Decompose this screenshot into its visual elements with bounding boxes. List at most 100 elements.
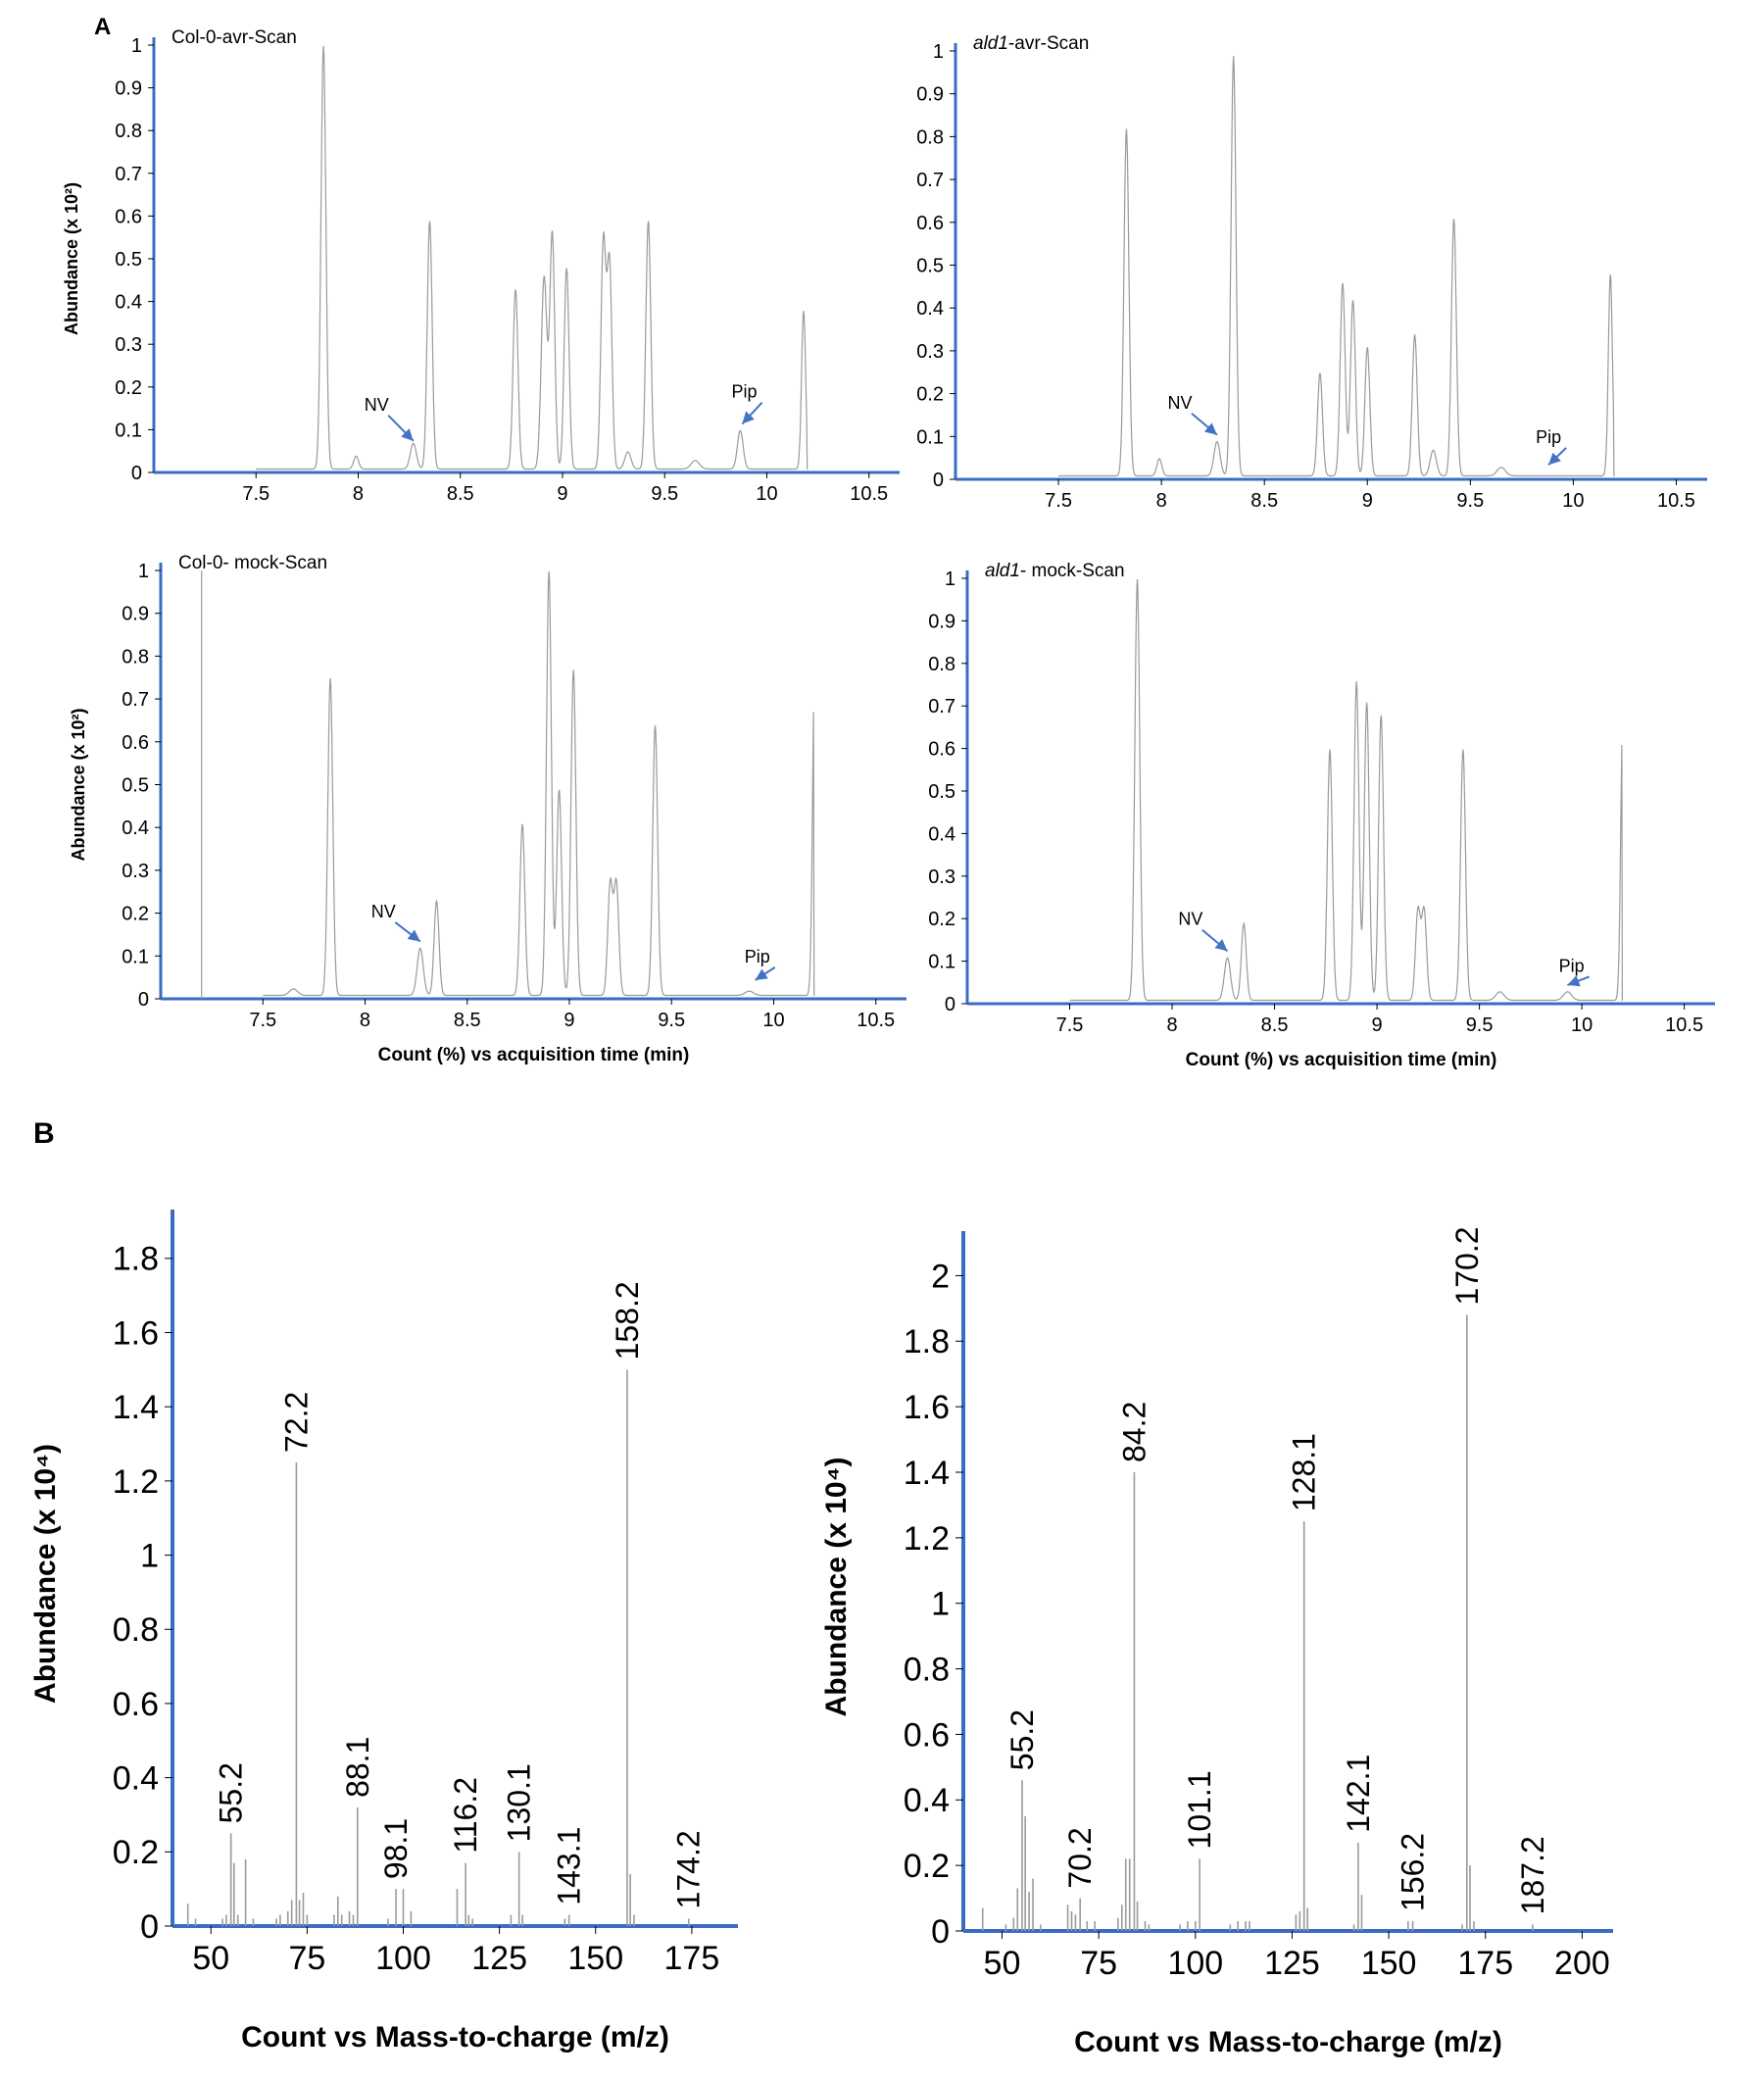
peak-point	[1233, 56, 1234, 57]
y-tick-label: 1.8	[904, 1323, 950, 1361]
y-tick-label: 0.5	[115, 249, 142, 271]
annotation-arrow	[1548, 448, 1566, 465]
x-tick-label: 150	[567, 1940, 623, 1977]
peak-point	[515, 289, 516, 290]
x-tick-label: 9.5	[1456, 490, 1484, 512]
y-tick-label: 0.9	[928, 611, 956, 632]
y-tick-label: 0	[131, 463, 142, 484]
peak-point	[566, 268, 567, 269]
y-tick-label: 2	[931, 1258, 950, 1295]
peak-label: 187.2	[1515, 1836, 1550, 1914]
y-tick-label: 0.5	[122, 775, 149, 797]
peak-point	[1227, 958, 1228, 959]
peak-point	[1366, 702, 1367, 703]
peak-point	[429, 221, 430, 222]
peak-label: 143.1	[552, 1827, 587, 1905]
y-tick-label: 0.1	[115, 420, 142, 441]
peak-point	[552, 233, 553, 234]
y-tick-label: 0.8	[904, 1651, 950, 1688]
peak-point	[1499, 991, 1500, 992]
peak-point	[627, 452, 628, 453]
y-tick-label: 0	[945, 994, 956, 1015]
peak-point	[1352, 300, 1353, 301]
y-tick-label: 1	[131, 35, 142, 57]
peak-label: 130.1	[502, 1763, 537, 1842]
peak-point	[544, 276, 545, 277]
y-tick-label: 1.4	[113, 1389, 159, 1426]
x-tick-label: 7.5	[242, 483, 270, 505]
x-tick-label: 9.5	[658, 1010, 685, 1031]
peak-point	[1216, 441, 1217, 442]
y-tick-label: 0.6	[916, 213, 944, 234]
annotation-arrow	[1202, 930, 1228, 952]
y-tick-label: 0.7	[928, 696, 956, 717]
chart-title: Col-0- mock-Scan	[178, 553, 327, 573]
peak-point	[603, 242, 604, 243]
peak-point	[293, 988, 294, 989]
x-tick-label: 9.5	[1466, 1014, 1494, 1036]
x-tick-label: 200	[1554, 1945, 1610, 1982]
y-tick-label: 0.4	[904, 1782, 950, 1819]
y-tick-label: 0	[140, 1908, 159, 1946]
annotation-arrow	[1567, 976, 1589, 985]
y-tick-label: 0.4	[115, 292, 142, 314]
x-tick-label: 8	[1156, 490, 1167, 512]
y-tick-label: 0	[931, 1913, 950, 1951]
x-tick-label: 9	[1362, 490, 1373, 512]
y-tick-label: 0.1	[916, 426, 944, 448]
peak-annotation-pip: Pip	[1536, 427, 1561, 447]
x-axis-label: Count vs Mass-to-charge (m/z)	[241, 2021, 669, 2053]
y-tick-label: 0.4	[928, 823, 956, 845]
x-tick-label: 10	[762, 1010, 784, 1031]
peak-point	[1381, 715, 1382, 716]
y-axis-label: Abundance (x 10⁴)	[820, 1458, 853, 1717]
peak-label: 98.1	[378, 1818, 414, 1879]
x-tick-label: 8	[360, 1010, 370, 1031]
y-tick-label: 0.8	[928, 654, 956, 675]
x-tick-label: 10	[1562, 490, 1584, 512]
annotation-arrow	[388, 416, 414, 441]
y-tick-label: 0.9	[916, 84, 944, 106]
y-tick-label: 0.7	[115, 164, 142, 185]
peak-annotation-nv: NV	[365, 395, 389, 415]
peak-point	[749, 991, 750, 992]
peak-point	[413, 443, 414, 444]
peak-annotation-pip: Pip	[732, 382, 758, 402]
chromatogram-trace	[1070, 579, 1623, 1001]
y-tick-label: 0.8	[115, 121, 142, 142]
annotation-arrow	[395, 922, 420, 942]
x-tick-label: 75	[288, 1940, 325, 1977]
chart-title: ald1-avr-Scan	[973, 33, 1089, 54]
x-tick-label: 150	[1361, 1945, 1417, 1982]
x-tick-label: 10.5	[857, 1010, 895, 1031]
x-tick-label: 8.5	[454, 1010, 481, 1031]
y-tick-label: 0.6	[115, 206, 142, 227]
x-tick-label: 10	[1571, 1014, 1592, 1036]
annotation-arrow	[756, 967, 775, 980]
y-tick-label: 0.2	[928, 909, 956, 930]
peak-point	[559, 789, 560, 790]
peak-label: 72.2	[278, 1392, 314, 1453]
y-tick-label: 1.2	[904, 1520, 950, 1558]
peak-label: 116.2	[448, 1777, 483, 1854]
y-tick-label: 0.3	[928, 866, 956, 888]
peak-label: 101.1	[1182, 1770, 1217, 1849]
peak-label: 88.1	[340, 1737, 375, 1798]
x-tick-label: 175	[1457, 1945, 1513, 1982]
x-tick-label: 75	[1080, 1945, 1117, 1982]
x-tick-label: 8.5	[1250, 490, 1278, 512]
peak-point	[610, 883, 611, 884]
peak-point	[804, 311, 805, 312]
peak-label: 128.1	[1287, 1433, 1322, 1511]
y-tick-label: 1	[140, 1537, 159, 1574]
x-axis-label: Count (%) vs acquisition time (min)	[378, 1045, 690, 1065]
peak-label: 84.2	[1116, 1402, 1152, 1462]
y-tick-label: 0.9	[122, 604, 149, 625]
peak-point	[1610, 274, 1611, 275]
peak-point	[655, 725, 656, 726]
peak-point	[1567, 991, 1568, 992]
y-tick-label: 0.9	[115, 78, 142, 100]
y-tick-label: 1.6	[113, 1314, 159, 1352]
peak-point	[1417, 911, 1418, 912]
y-tick-label: 0.4	[122, 817, 149, 839]
